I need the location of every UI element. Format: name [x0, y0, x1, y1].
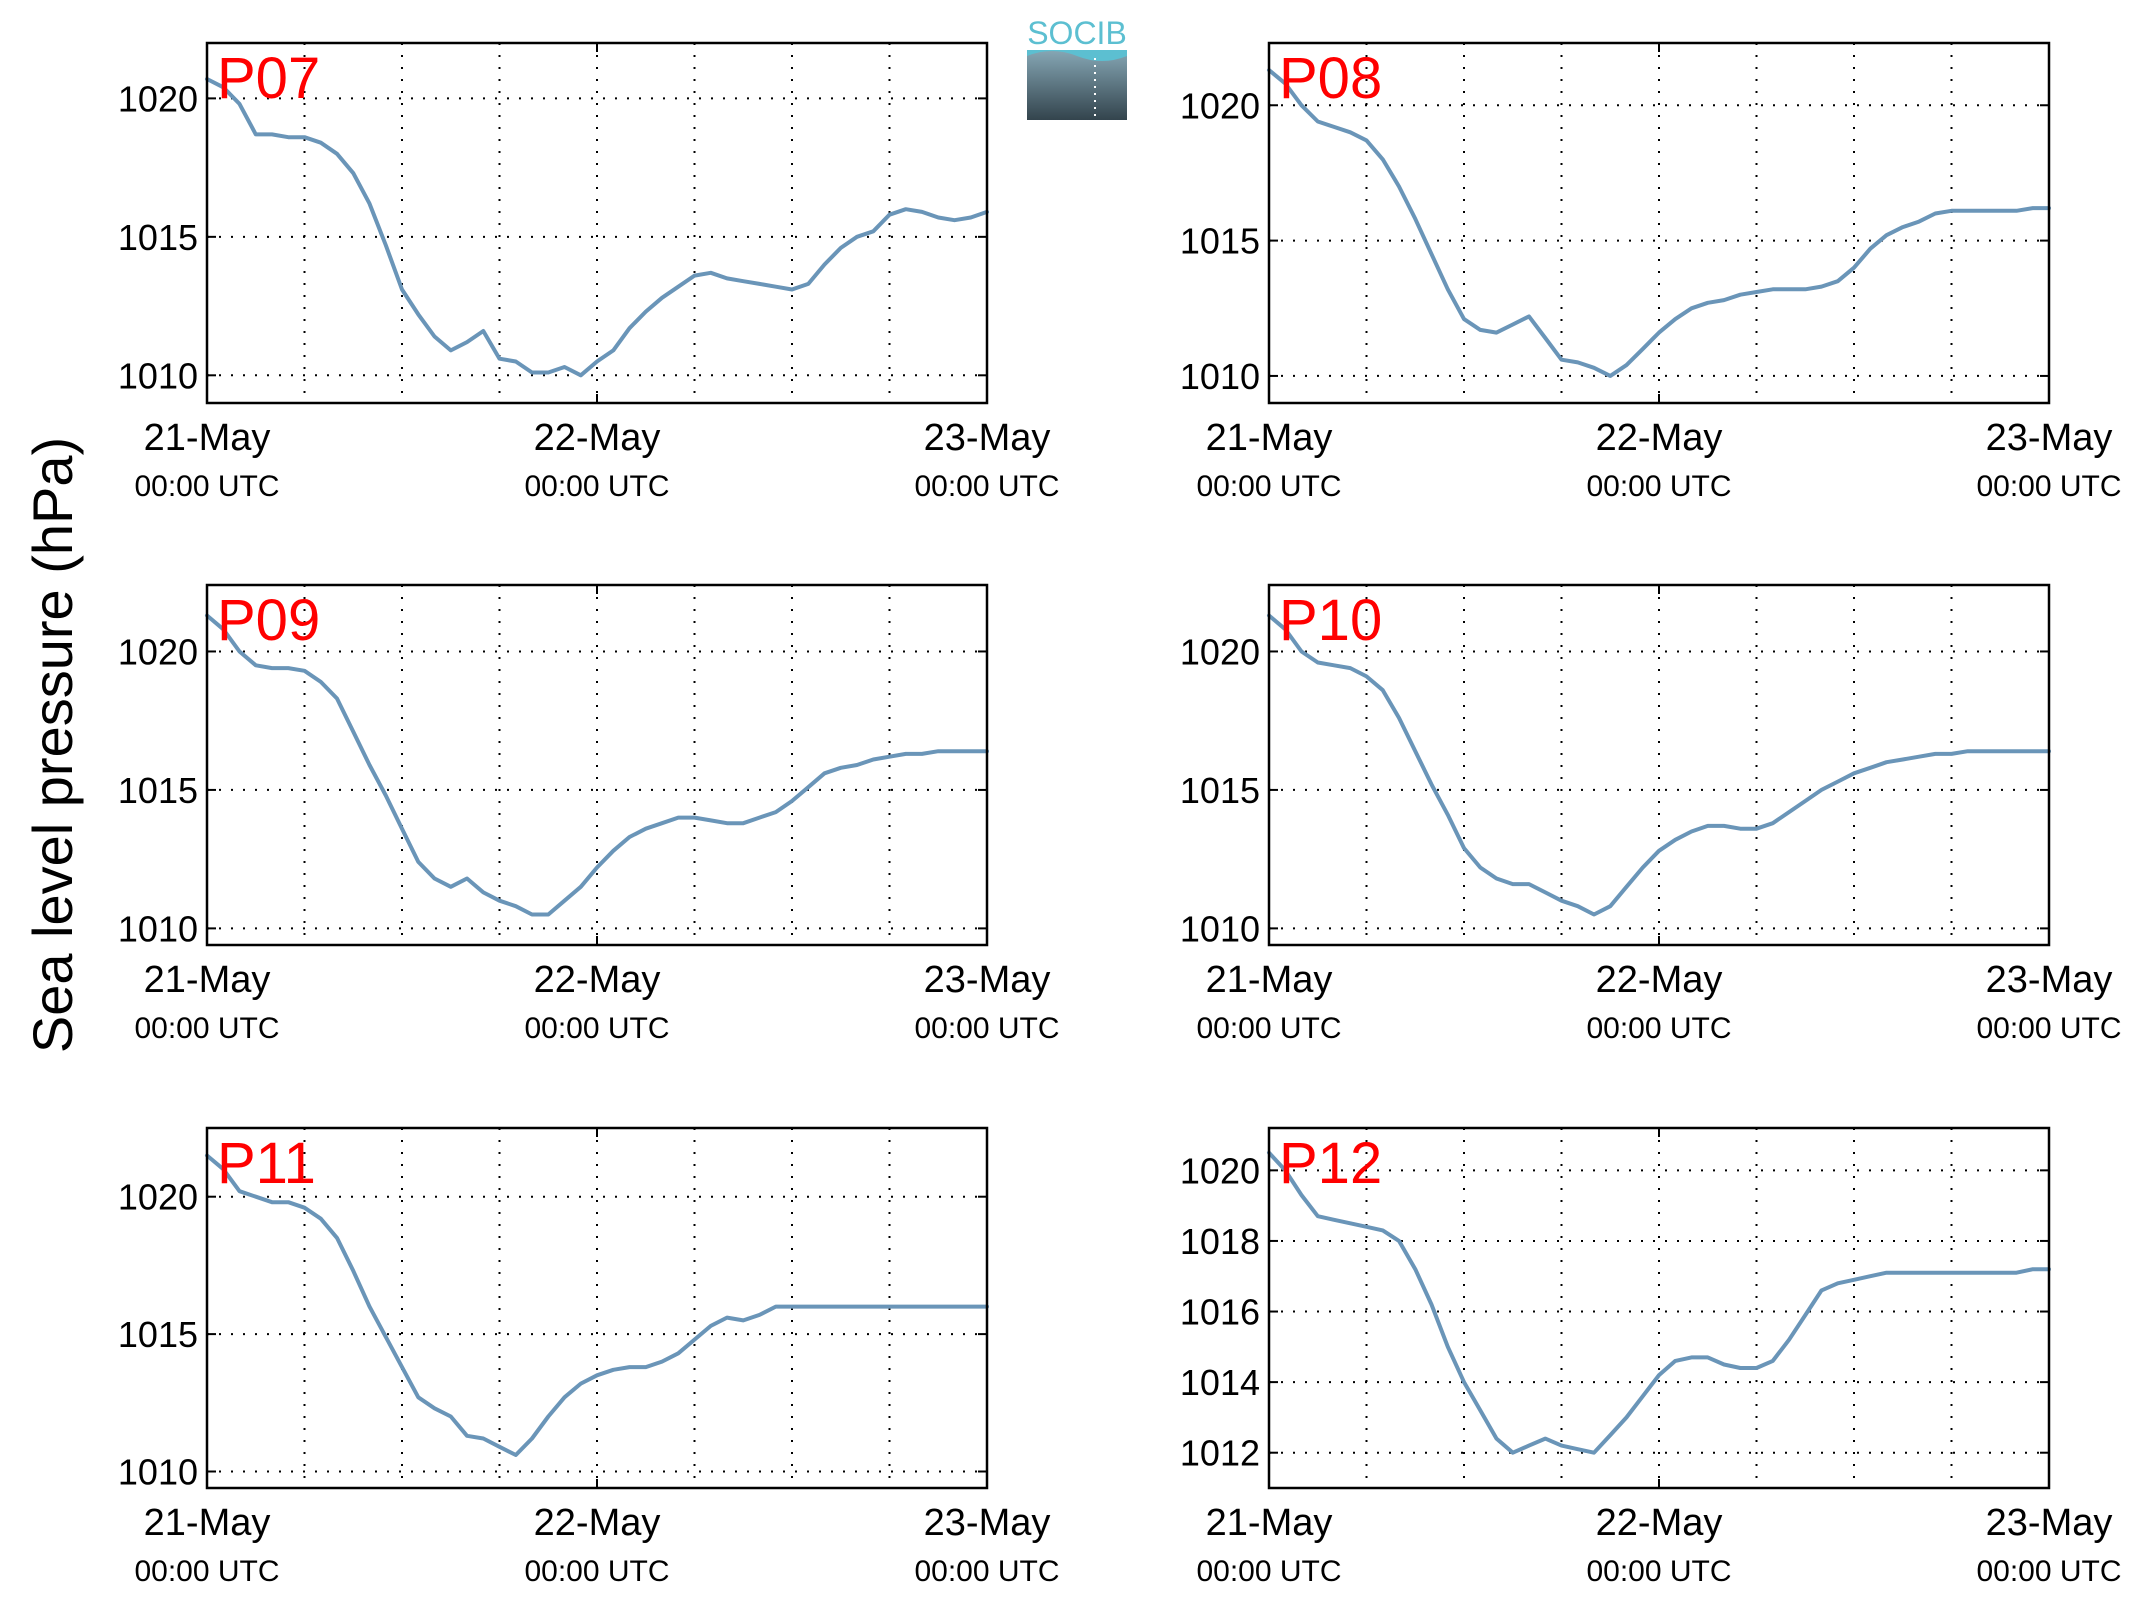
panel-p09: 1010 1015 1020 21-May 00:00 UTC 22-May 00:00 U… — [118, 583, 1060, 1045]
x-tick-label-date: 22-May — [534, 1502, 661, 1544]
x-tick-label-time: 00:00 UTC — [134, 1012, 279, 1045]
y-axis-label: Sea level pressure (hPa) — [21, 437, 84, 1053]
y-tick-label: 1020 — [118, 1177, 198, 1218]
x-tick-label-date: 21-May — [1206, 417, 1333, 459]
x-tick-label-time: 00:00 UTC — [1196, 1012, 1341, 1045]
x-tick-label-time: 00:00 UTC — [914, 1012, 1059, 1045]
x-tick-label-time: 00:00 UTC — [524, 1012, 669, 1045]
x-tick-label-date: 23-May — [1986, 417, 2113, 459]
pressure-line — [1267, 613, 2051, 917]
panel-p10: 1010 1015 1020 21-May 00:00 UTC 22-May 00:00 U… — [1180, 583, 2122, 1045]
x-tick-label-time: 00:00 UTC — [134, 470, 279, 503]
y-tick-label: 1015 — [1180, 221, 1260, 262]
pressure-line — [205, 77, 989, 378]
axes-frame — [1267, 41, 2051, 405]
x-tick-label-date: 22-May — [1596, 1502, 1723, 1544]
x-tick-label-time: 00:00 UTC — [1976, 1555, 2121, 1588]
x-tick-label-date: 21-May — [1206, 1502, 1333, 1544]
y-tick-label: 1015 — [118, 217, 198, 258]
x-tick-label-time: 00:00 UTC — [914, 470, 1059, 503]
pressure-line — [1267, 68, 2051, 378]
axes-frame — [205, 583, 989, 947]
x-tick-label-date: 22-May — [534, 417, 661, 459]
x-tick-label-time: 00:00 UTC — [1586, 1555, 1731, 1588]
axes-frame — [205, 41, 989, 405]
panel-label: P12 — [1279, 1131, 1382, 1196]
pressure-line — [205, 1153, 989, 1457]
y-tick-label: 1015 — [1180, 770, 1260, 811]
x-tick-label-date: 23-May — [924, 959, 1051, 1001]
y-tick-label: 1020 — [1180, 85, 1260, 126]
panel-label: P10 — [1279, 588, 1382, 653]
axes-frame — [1267, 583, 2051, 947]
y-tick-label: 1012 — [1180, 1433, 1260, 1474]
x-tick-label-time: 00:00 UTC — [134, 1555, 279, 1588]
y-tick-label: 1020 — [1180, 631, 1260, 672]
x-tick-label-date: 23-May — [924, 417, 1051, 459]
panel-p12: 1012 1014 1016 1018 1020 21-May 00:00 UTC 22-Ma… — [1180, 1126, 2122, 1588]
x-tick-label-time: 00:00 UTC — [1586, 470, 1731, 503]
y-tick-label: 1010 — [118, 355, 198, 396]
x-tick-label-time: 00:00 UTC — [1196, 1555, 1341, 1588]
panel-p07: 1010 1015 1020 21-May 00:00 UTC 22-May 00:00 U… — [118, 41, 1060, 503]
panel-label: P11 — [217, 1131, 316, 1196]
y-tick-label: 1014 — [1180, 1362, 1260, 1403]
x-tick-label-time: 00:00 UTC — [1976, 1012, 2121, 1045]
panel-p08: 1010 1015 1020 21-May 00:00 UTC 22-May 00:00 U… — [1180, 41, 2122, 503]
pressure-line — [1267, 1150, 2051, 1455]
panel-label: P07 — [217, 46, 320, 111]
x-tick-label-date: 21-May — [144, 959, 271, 1001]
y-tick-label: 1016 — [1180, 1292, 1260, 1333]
y-tick-label: 1018 — [1180, 1221, 1260, 1262]
logo-text: SOCIB — [1027, 15, 1127, 51]
panel-p11: 1010 1015 1020 21-May 00:00 UTC 22-May 00:00 U… — [118, 1126, 1060, 1588]
y-tick-label: 1015 — [118, 1314, 198, 1355]
x-tick-label-date: 21-May — [144, 417, 271, 459]
x-tick-label-time: 00:00 UTC — [1976, 470, 2121, 503]
panel-label: P09 — [217, 588, 320, 653]
socib-logo: SOCIB — [1027, 15, 1127, 120]
y-tick-label: 1020 — [118, 78, 198, 119]
x-tick-label-date: 23-May — [924, 1502, 1051, 1544]
y-tick-label: 1020 — [1180, 1150, 1260, 1191]
x-tick-label-date: 22-May — [534, 959, 661, 1001]
x-tick-label-time: 00:00 UTC — [1586, 1012, 1731, 1045]
x-tick-label-time: 00:00 UTC — [1196, 470, 1341, 503]
axes-frame — [205, 1126, 989, 1490]
pressure-line — [205, 613, 989, 917]
y-tick-label: 1010 — [1180, 356, 1260, 397]
x-tick-label-date: 21-May — [144, 1502, 271, 1544]
y-tick-label: 1010 — [118, 1452, 198, 1493]
x-tick-label-time: 00:00 UTC — [524, 470, 669, 503]
x-tick-label-time: 00:00 UTC — [914, 1555, 1059, 1588]
y-tick-label: 1010 — [118, 908, 198, 949]
x-tick-label-time: 00:00 UTC — [524, 1555, 669, 1588]
y-tick-label: 1015 — [118, 770, 198, 811]
x-tick-label-date: 22-May — [1596, 959, 1723, 1001]
y-tick-label: 1020 — [118, 631, 198, 672]
panel-label: P08 — [1279, 46, 1382, 111]
x-tick-label-date: 22-May — [1596, 417, 1723, 459]
y-tick-label: 1010 — [1180, 908, 1260, 949]
x-tick-label-date: 23-May — [1986, 1502, 2113, 1544]
logo-block — [1027, 50, 1127, 120]
x-tick-label-date: 21-May — [1206, 959, 1333, 1001]
x-tick-label-date: 23-May — [1986, 959, 2113, 1001]
logo-wave — [1027, 50, 1127, 61]
axes-frame — [1267, 1126, 2051, 1490]
